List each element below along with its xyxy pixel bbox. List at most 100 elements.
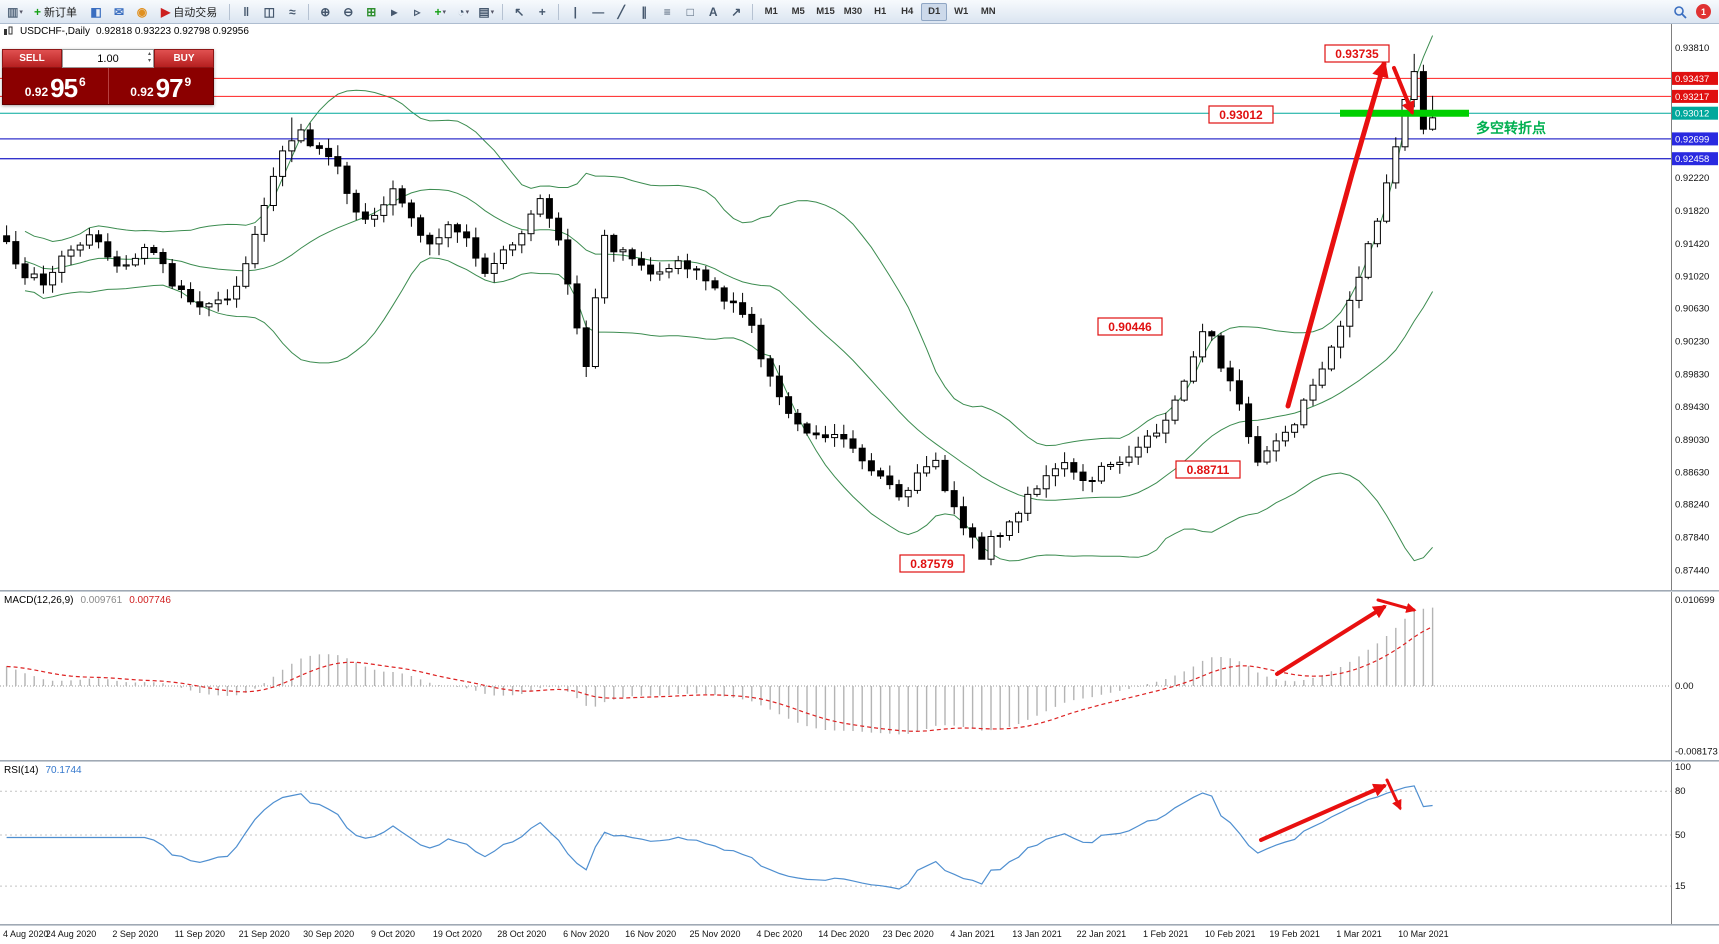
toolbar-separator [752,3,754,20]
trend-arrow[interactable] [1392,66,1415,116]
templates-icon[interactable]: ▤ ▾ [475,2,497,22]
rsi-value: 70.1744 [45,765,82,776]
main-price-chart[interactable]: 0.93735 0.93012 0.90446 0.88711 0.87579 多空转折点… [0,24,1719,590]
svg-text:0.89030: 0.89030 [1675,435,1709,446]
buy-quote-main: 97 [155,73,184,103]
time-axis-label: 28 Oct 2020 [497,929,547,939]
vline-tool-icon[interactable]: | [564,2,586,22]
trend-arrow[interactable] [1259,783,1388,842]
timeframe-button-mn[interactable]: MN [975,3,1001,21]
price-tag [1672,132,1718,146]
time-axis-label: 23 Dec 2020 [882,929,934,939]
timeframe-button-w1[interactable]: W1 [948,3,974,21]
time-axis-label: 13 Jan 2021 [1012,929,1062,939]
svg-text:0.93810: 0.93810 [1675,43,1709,54]
bull-candles [30,71,1437,560]
timeframe-button-m1[interactable]: M1 [758,3,784,21]
trend-arrow[interactable] [1385,778,1402,811]
volume-up-icon[interactable]: ▴ [147,51,151,57]
timeframe-button-d1[interactable]: D1 [921,2,948,21]
buy-quote-pip: 9 [184,75,192,89]
price-annotation-label[interactable]: 0.93735 [1324,44,1390,63]
turning-point-note[interactable]: 多空转折点 [1476,120,1546,136]
trend-arrow[interactable] [1285,59,1389,409]
panel-splitter[interactable] [0,760,1719,762]
cursor-icon[interactable]: ↖ [508,2,530,22]
buy-button[interactable]: BUY [154,49,214,68]
shapes-tool-icon[interactable]: □ [679,2,701,22]
trend-arrow[interactable] [1275,605,1387,676]
price-annotation-label[interactable]: 0.87579 [899,554,965,573]
text-tool-icon[interactable]: A [702,2,724,22]
svg-text:0.89830: 0.89830 [1675,369,1709,380]
time-axis-label: 1 Mar 2021 [1336,929,1382,939]
new-order-button[interactable]: + 新订单 [27,2,84,22]
auto-scroll-icon[interactable]: ▸ [383,2,405,22]
svg-text:-0.008173: -0.008173 [1675,747,1718,758]
macd-panel[interactable]: 0.010699 0.00 -0.008173 [0,592,1719,760]
sell-quote-main: 95 [50,73,78,103]
zoom-out-icon[interactable]: ⊖ [337,2,359,22]
volume-spin-buttons[interactable]: ▴ ▾ [148,51,151,65]
symbol-period-label: USDCHF-,Daily [20,26,90,37]
tile-windows-icon[interactable]: ⊞ [360,2,382,22]
svg-text:0.91820: 0.91820 [1675,206,1709,217]
price-tag [1672,71,1718,85]
toolbar-separator [502,3,504,20]
buy-quote[interactable]: 0.92 97 9 [107,68,214,104]
timeframe-button-m30[interactable]: M30 [840,3,866,21]
bars-mode-icon[interactable]: ‖ [235,2,257,22]
indicators-icon[interactable]: + ▾ [429,2,451,22]
volume-stepper[interactable]: 1.00 ▴ ▾ [62,49,154,68]
crosshair-icon[interactable]: + [531,2,553,22]
top-toolbar: ▥ ▾ + 新订单 ◧ ✉ ◉ ▶ 自动交易 ‖ ◫ ≈ ⊕ ⊖ ⊞ ▸ ▹ + ▾ ◔ ▾ ▤ ▾ ↖ + | — ╱ ∥ ≡ □ A ↗ M1… [0,0,1719,24]
svg-text:0.93012: 0.93012 [1219,108,1263,122]
time-axis-label: 4 Jan 2021 [950,929,995,939]
market-watch-icon[interactable]: ◧ [85,2,107,22]
channel-tool-icon[interactable]: ∥ [633,2,655,22]
notification-badge[interactable]: 1 [1696,4,1711,19]
price-annotation-label[interactable]: 0.90446 [1097,317,1163,336]
chart-shift-icon[interactable]: ▹ [406,2,428,22]
svg-text:15: 15 [1675,881,1686,892]
buy-quote-base: 0.92 [130,85,154,99]
svg-text:0.87840: 0.87840 [1675,533,1709,544]
search-icon[interactable] [1669,2,1691,22]
rsi-indicator-label: RSI(14) 70.1744 [4,765,82,776]
hline-tool-icon[interactable]: — [587,2,609,22]
panel-splitter[interactable] [0,924,1719,926]
sell-button[interactable]: SELL [2,49,62,68]
sell-quote-pip: 6 [79,75,86,89]
auto-trading-button[interactable]: ▶ 自动交易 [154,2,224,22]
time-axis[interactable]: 4 Aug 2020 24 Aug 2020 2 Sep 2020 11 Sep 20… [0,926,1719,944]
timeframe-button-h4[interactable]: H4 [894,3,920,21]
time-axis-label: 6 Nov 2020 [563,929,610,939]
candles-mode-icon[interactable]: ◫ [258,2,280,22]
svg-text:0.92220: 0.92220 [1675,173,1709,184]
volume-down-icon[interactable]: ▾ [147,58,151,64]
timeframe-button-h1[interactable]: H1 [867,3,893,21]
panel-splitter[interactable] [0,590,1719,592]
rsi-panel[interactable]: 100 80 50 15 [0,762,1719,924]
chart-window: 0.93735 0.93012 0.90446 0.88711 0.87579 多空转折点… [0,24,1719,944]
periods-icon[interactable]: ◔ ▾ [452,2,474,22]
price-annotation-label[interactable]: 0.93012 [1208,105,1274,124]
price-tag [1672,152,1718,166]
svg-text:0.93217: 0.93217 [1675,92,1709,103]
zoom-in-icon[interactable]: ⊕ [314,2,336,22]
new-chart-icon[interactable]: ▥ ▾ [4,2,26,22]
price-axis[interactable]: 0.93810 0.92220 0.91820 0.91420 0.91020 0.906… [1672,43,1718,577]
trend-arrow[interactable] [1376,598,1417,613]
trendline-tool-icon[interactable]: ╱ [610,2,632,22]
fibonacci-tool-icon[interactable]: ≡ [656,2,678,22]
price-annotation-label[interactable]: 0.88711 [1175,460,1241,479]
timeframe-button-m5[interactable]: M5 [785,3,811,21]
sell-quote[interactable]: 0.92 95 6 [3,68,108,104]
ohlc-values: 0.92818 0.93223 0.92798 0.92956 [96,26,249,37]
community-icon[interactable]: ◉ [131,2,153,22]
chat-icon[interactable]: ✉ [108,2,130,22]
timeframe-button-m15[interactable]: M15 [812,3,838,21]
svg-text:0.92458: 0.92458 [1675,154,1709,165]
line-mode-icon[interactable]: ≈ [281,2,303,22]
arrow-tool-icon[interactable]: ↗ [725,2,747,22]
